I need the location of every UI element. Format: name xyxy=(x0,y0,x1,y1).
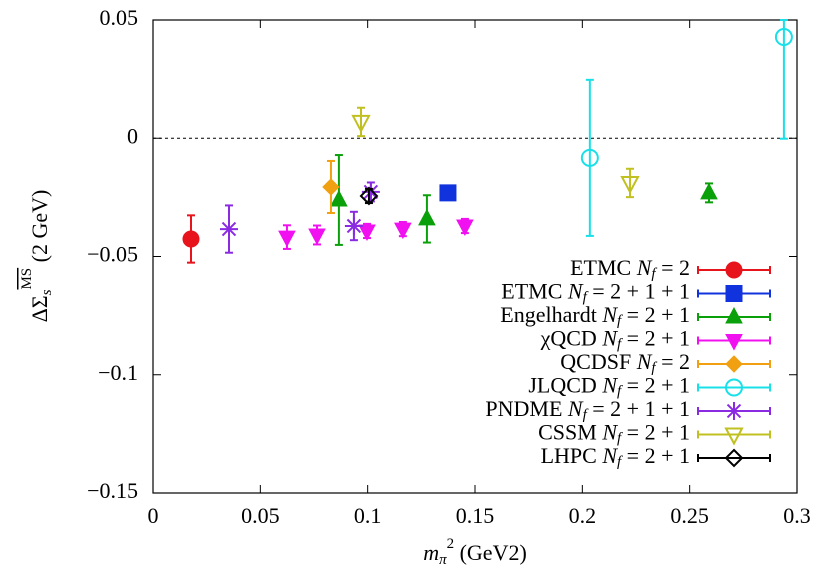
marker xyxy=(700,182,718,200)
marker xyxy=(278,230,296,248)
marker xyxy=(418,208,436,226)
marker xyxy=(358,224,376,242)
legend-marker xyxy=(725,306,743,324)
marker xyxy=(344,216,363,235)
x-tick-label: 0.05 xyxy=(241,503,280,528)
legend-marker xyxy=(724,427,744,446)
y-tick-label: 0 xyxy=(127,123,138,148)
legend-marker xyxy=(725,355,743,373)
legend-label: JLQCD Nf = 2 + 1 xyxy=(528,373,690,400)
marker xyxy=(359,186,379,206)
marker xyxy=(456,219,474,237)
legend-label: ETMC Nf = 2 xyxy=(570,255,690,282)
legend-marker xyxy=(725,285,743,302)
marker xyxy=(322,178,340,196)
x-axis-label: mπ2 (GeV2) xyxy=(423,536,527,568)
legend-label: CSSM Nf = 2 + 1 xyxy=(538,420,690,447)
marker xyxy=(774,28,793,47)
legend-label: ETMC Nf = 2 + 1 + 1 xyxy=(501,279,690,306)
marker xyxy=(330,189,348,207)
y-axis-label: ΔΣsMS (2 GeV) xyxy=(19,190,55,323)
marker xyxy=(580,148,599,167)
marker xyxy=(351,114,371,134)
x-tick-label: 0.2 xyxy=(569,503,597,528)
x-tick-label: 0 xyxy=(148,503,159,528)
legend-marker xyxy=(724,448,744,468)
marker xyxy=(394,222,412,240)
x-tick-label: 0.15 xyxy=(456,503,495,528)
legend-label: Engelhardt Nf = 2 + 1 xyxy=(500,302,690,329)
legend-label: χQCD Nf = 2 + 1 xyxy=(540,326,690,353)
legend-label: PNDME Nf = 2 + 1 + 1 xyxy=(485,396,690,423)
error-bar xyxy=(779,19,788,140)
y-tick-label: −0.15 xyxy=(87,478,138,503)
y-tick-label: 0.05 xyxy=(100,5,139,30)
legend-label: LHPC Nf = 2 + 1 xyxy=(541,443,690,470)
x-tick-label: 0.3 xyxy=(783,503,811,528)
legend-label: QCDSF Nf = 2 xyxy=(560,349,690,376)
marker xyxy=(182,230,200,248)
legend-marker xyxy=(725,378,743,397)
error-bar xyxy=(585,78,594,237)
marker xyxy=(439,184,457,202)
legend-marker xyxy=(725,402,743,420)
x-tick-label: 0.1 xyxy=(354,503,382,528)
marker xyxy=(219,220,238,239)
plot-frame xyxy=(152,19,798,494)
x-tick-label: 0.25 xyxy=(670,503,709,528)
y-tick-label: −0.05 xyxy=(87,242,138,267)
marker xyxy=(308,228,326,246)
legend-marker xyxy=(725,334,743,351)
legend-marker xyxy=(725,261,743,279)
y-tick-label: −0.1 xyxy=(98,360,138,385)
marker xyxy=(620,175,640,195)
